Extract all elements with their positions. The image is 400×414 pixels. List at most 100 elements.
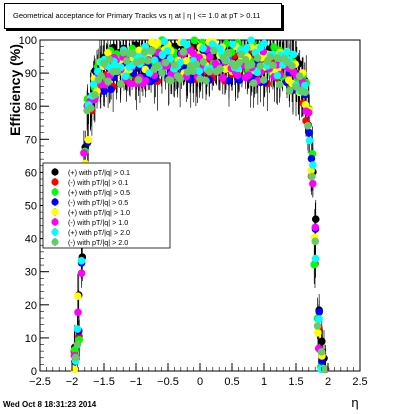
data-point — [161, 58, 170, 67]
data-point — [301, 88, 310, 96]
data-point — [301, 100, 310, 109]
x-tick-label: −0.5 — [157, 376, 179, 388]
data-point — [137, 56, 146, 65]
legend-marker — [51, 168, 59, 176]
data-point — [192, 60, 201, 69]
data-point — [269, 61, 277, 70]
data-point — [176, 75, 184, 83]
data-point — [189, 67, 197, 75]
data-point — [100, 87, 108, 95]
x-tick-label: 0.5 — [224, 376, 239, 388]
data-point — [314, 329, 322, 337]
data-point — [128, 49, 137, 58]
y-tick-label: 20 — [25, 300, 37, 312]
data-point — [288, 62, 296, 70]
data-point — [221, 56, 229, 65]
data-point — [317, 348, 326, 356]
data-point — [224, 49, 232, 57]
data-point — [305, 128, 313, 137]
data-point — [148, 46, 156, 55]
legend-label: (-) with pT/|q| > 1.0 — [68, 218, 128, 227]
data-point — [141, 48, 149, 56]
legend-marker — [51, 178, 59, 186]
legend-label: (+) with pT/|q| > 2.0 — [68, 228, 130, 237]
legend-label: (+) with pT/|q| > 1.0 — [68, 208, 130, 217]
data-point — [160, 37, 169, 46]
data-point — [74, 292, 82, 300]
data-point — [190, 36, 199, 45]
data-point — [100, 59, 108, 68]
data-point — [253, 68, 262, 77]
data-point — [202, 76, 210, 85]
data-points — [70, 36, 330, 374]
data-point — [205, 67, 214, 76]
y-tick-label: 80 — [25, 101, 37, 113]
data-point — [313, 322, 322, 330]
x-tick-label: −1 — [130, 376, 143, 388]
data-point — [283, 48, 291, 56]
data-point — [182, 56, 191, 65]
data-point — [134, 76, 143, 84]
data-point — [247, 36, 255, 45]
data-point — [249, 79, 258, 87]
y-tick-label: 60 — [25, 167, 37, 179]
data-point — [292, 83, 300, 91]
data-point — [71, 353, 80, 362]
data-point — [144, 57, 152, 65]
x-axis-label: η — [351, 395, 358, 410]
y-tick-label: 50 — [25, 201, 37, 213]
data-point — [285, 86, 294, 95]
data-point — [113, 67, 121, 76]
y-tick-label: 40 — [25, 234, 37, 246]
data-point — [289, 50, 298, 59]
x-tick-label: 2.5 — [352, 376, 367, 388]
data-point — [241, 55, 250, 64]
data-point — [87, 104, 95, 112]
y-tick-label: 0 — [31, 366, 37, 378]
data-point — [275, 80, 284, 89]
legend-box — [42, 162, 171, 249]
data-point — [116, 80, 125, 88]
data-point — [307, 154, 316, 163]
data-point — [142, 77, 150, 85]
data-point — [73, 325, 82, 333]
data-point — [167, 76, 175, 85]
legend-marker — [51, 198, 59, 206]
x-tick-label: −2 — [66, 376, 79, 388]
y-tick-label: 30 — [25, 267, 37, 279]
data-point — [308, 179, 317, 188]
timestamp: Wed Oct 8 18:31:23 2014 — [3, 400, 97, 409]
data-point — [105, 55, 114, 64]
data-point — [209, 46, 218, 55]
data-point — [321, 365, 329, 374]
data-point — [247, 60, 256, 69]
y-tick-label: 70 — [25, 134, 37, 146]
chart-title-box: Geometrical acceptance for Primary Track… — [4, 3, 282, 29]
data-point — [245, 71, 253, 79]
data-point — [229, 40, 237, 49]
legend-marker — [51, 228, 59, 236]
data-point — [119, 48, 128, 57]
legend-marker — [51, 188, 59, 196]
data-point — [256, 62, 264, 70]
y-tick-label: 90 — [25, 68, 37, 80]
x-tick-label: −2.5 — [29, 376, 51, 388]
data-point — [216, 65, 224, 73]
data-point — [311, 215, 320, 223]
data-point — [233, 71, 242, 80]
data-point — [243, 43, 251, 52]
data-point — [253, 54, 262, 62]
data-point — [73, 340, 82, 349]
legend-marker — [51, 238, 59, 246]
data-point — [315, 308, 324, 316]
data-point — [77, 257, 86, 265]
legend: (+) with pT/|q| > 0.1(-) with pT/|q| > 0… — [42, 162, 171, 249]
legend-label: (-) with pT/|q| > 0.1 — [68, 178, 128, 187]
data-point — [317, 337, 326, 346]
data-point — [179, 48, 188, 56]
data-point — [311, 237, 320, 246]
data-point — [311, 223, 320, 232]
data-point — [295, 72, 304, 80]
y-tick-label: 100 — [19, 35, 37, 47]
